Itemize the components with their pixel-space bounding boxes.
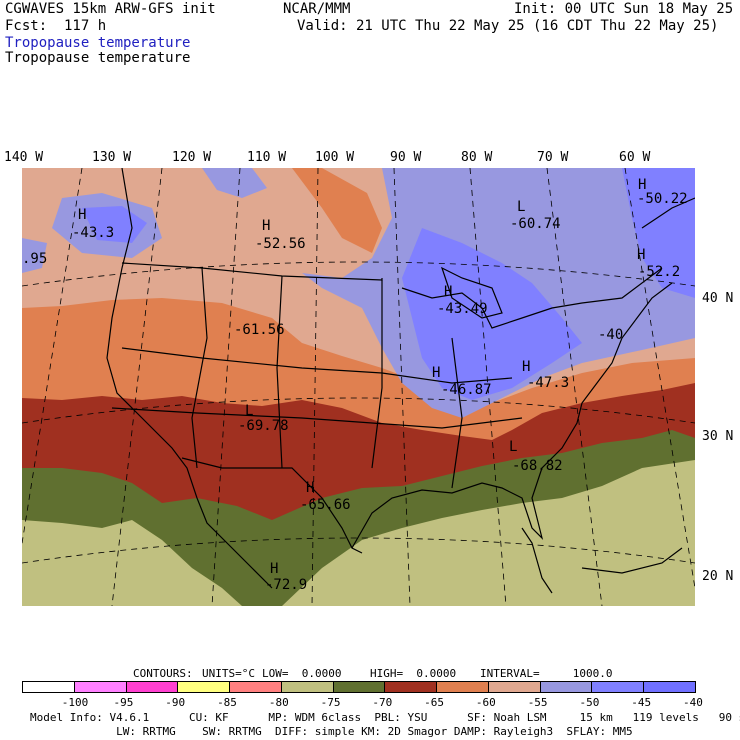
lon-label: 90 W: [390, 150, 422, 165]
field-title: Tropopause temperature: [5, 50, 191, 66]
units-label: UNITS=°C: [202, 667, 255, 680]
model-info-line: Model Info: V4.6.1 CU: KF MP: WDM 6class…: [30, 711, 740, 724]
map-label: H: [262, 218, 271, 234]
map-label: H: [306, 480, 315, 496]
contours-label: CONTOURS:: [133, 667, 193, 680]
colorbar-swatch: [280, 681, 334, 693]
lon-label: 120 W: [172, 150, 212, 165]
colorbar-swatch: [643, 681, 696, 693]
field-band-50-nw2: [22, 238, 47, 273]
map-label: L: [509, 439, 518, 455]
field-band-60-north: [292, 168, 382, 253]
colorbar-swatch: [332, 681, 386, 693]
lon-label: 110 W: [247, 150, 287, 165]
colorbar-label: -100: [61, 696, 89, 709]
lon-label: 60 W: [619, 150, 651, 165]
lon-label: 130 W: [92, 150, 132, 165]
map-label: H: [444, 284, 453, 300]
map-label-value: -47.3: [527, 375, 570, 391]
colorbar-swatch: [487, 681, 541, 693]
colorbar-label: -75: [320, 696, 341, 709]
map-label-value: -61.56: [234, 322, 285, 338]
map-label-value: -69.78: [238, 418, 289, 434]
map-label-value: -60.74: [510, 216, 561, 232]
colorbar-swatch: [125, 681, 179, 693]
colorbar-swatch: [229, 681, 282, 693]
lat-label: 30 N: [702, 429, 734, 444]
field-title-blue: Tropopause temperature: [5, 35, 191, 51]
colorbar-swatch: [177, 681, 231, 693]
map-label: H: [522, 359, 531, 375]
interval-label: INTERVAL= 1000.0: [480, 667, 613, 680]
field-band-50-n: [202, 168, 267, 198]
org-label: NCAR/MMM: [283, 1, 351, 17]
field-band-75: [22, 520, 242, 606]
lon-label: 70 W: [537, 150, 569, 165]
map-label: H: [432, 365, 441, 381]
physics-info-line: LW: RRTMG SW: RRTMG DIFF: simple KM: 2D …: [30, 725, 633, 738]
colorbar-label: -95: [113, 696, 134, 709]
colorbar-label: -70: [372, 696, 393, 709]
map-label: L: [245, 403, 254, 419]
map-label-value: -52.2: [638, 264, 681, 280]
colorbar-swatch: [539, 681, 593, 693]
colorbar-label: -60: [475, 696, 496, 709]
lat-label: 20 N: [702, 569, 734, 584]
colorbar-swatch: [384, 681, 438, 693]
lon-label: 80 W: [461, 150, 493, 165]
weather-map: [22, 168, 695, 606]
map-label-value: -50.22: [637, 191, 688, 207]
map-label-value: .95: [22, 251, 48, 267]
high-label: HIGH= 0.0000: [370, 667, 457, 680]
low-label: LOW= 0.0000: [262, 667, 342, 680]
colorbar-swatch: [73, 681, 127, 693]
boundaries: [106, 168, 695, 594]
lon-label: 140 W: [4, 150, 44, 165]
lat-label: 40 N: [702, 291, 734, 306]
map-label-value: -40: [598, 327, 624, 343]
map-label: H: [637, 247, 646, 263]
colorbar-label: -50: [579, 696, 600, 709]
forecast-hour: Fcst: 117 h: [5, 18, 107, 34]
map-label-value: -43.3: [72, 225, 115, 241]
map-label-value: -68.82: [512, 458, 563, 474]
map-label-value: -52.56: [255, 236, 306, 252]
valid-time: Valid: 21 UTC Thu 22 May 25 (16 CDT Thu …: [297, 18, 719, 34]
colorbar-label: -40: [683, 696, 703, 709]
map-label-value: -65.66: [300, 497, 351, 513]
map-label: H: [270, 561, 279, 577]
map-label-value: -46.87: [441, 382, 492, 398]
field-band-45-ne: [622, 168, 695, 298]
lon-label: 100 W: [315, 150, 355, 165]
colorbar-label: -80: [268, 696, 289, 709]
map-label-value: -43.49: [437, 301, 488, 317]
colorbar-label: -90: [165, 696, 186, 709]
model-title: CGWAVES 15km ARW-GFS init: [5, 1, 216, 17]
colorbar-label: -55: [527, 696, 548, 709]
colorbar-label: -65: [424, 696, 445, 709]
map-label: H: [638, 177, 647, 193]
colorbar-swatch: [22, 681, 75, 693]
colorbar-swatch: [436, 681, 489, 693]
init-time: Init: 00 UTC Sun 18 May 25: [514, 1, 734, 17]
map-label: L: [517, 199, 526, 215]
map-label-value: -72.9: [265, 577, 308, 593]
map-label: H: [78, 207, 87, 223]
colorbar-swatch: [591, 681, 645, 693]
colorbar-label: -45: [631, 696, 652, 709]
colorbar-label: -85: [217, 696, 237, 709]
